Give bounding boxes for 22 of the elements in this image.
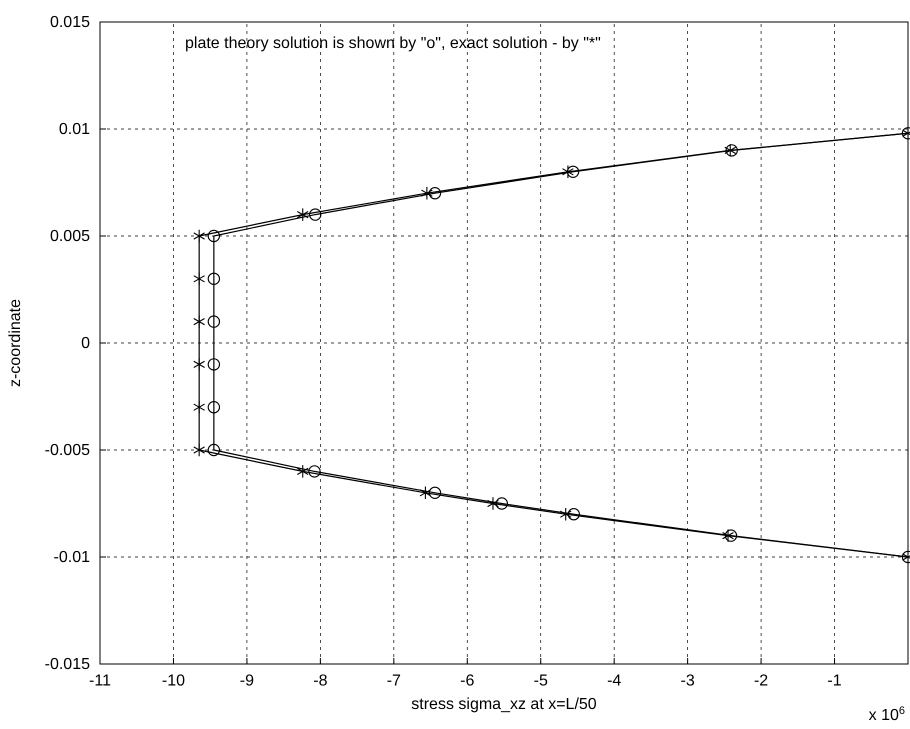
y-tick-label: 0.01	[58, 121, 90, 138]
x-tick-label: -9	[240, 672, 254, 690]
annotation: plate theory solution is shown by "o", exact solution - by "*"	[185, 35, 601, 52]
text: x 10$^{6}$	[868, 705, 905, 724]
y-tick-label: 0.005	[50, 228, 90, 246]
x-tick-label: -1	[827, 672, 842, 690]
x-tick-label: -2	[754, 672, 768, 690]
x-tick-label: -3	[680, 672, 695, 690]
x-tick-label: -6	[460, 672, 474, 690]
y-tick-label: -0.005	[44, 442, 90, 460]
y-tick-label: 0	[81, 335, 90, 352]
x-tick-label: -11	[89, 672, 112, 690]
x-tick-label: -10	[162, 672, 186, 690]
x-axis-title: stress sigma_xz at x=L/50	[411, 696, 597, 713]
y-tick-label: -0.01	[54, 549, 90, 566]
x-tick-label: -5	[534, 672, 548, 690]
y-tick-label: -0.015	[44, 656, 90, 674]
y-tick-label: 0.015	[50, 14, 90, 32]
x-tick-label: -8	[313, 672, 328, 690]
x-tick-label: -7	[386, 672, 402, 690]
x-tick-label: -4	[607, 672, 622, 690]
y-axis-title: z-coordinate	[7, 298, 24, 388]
